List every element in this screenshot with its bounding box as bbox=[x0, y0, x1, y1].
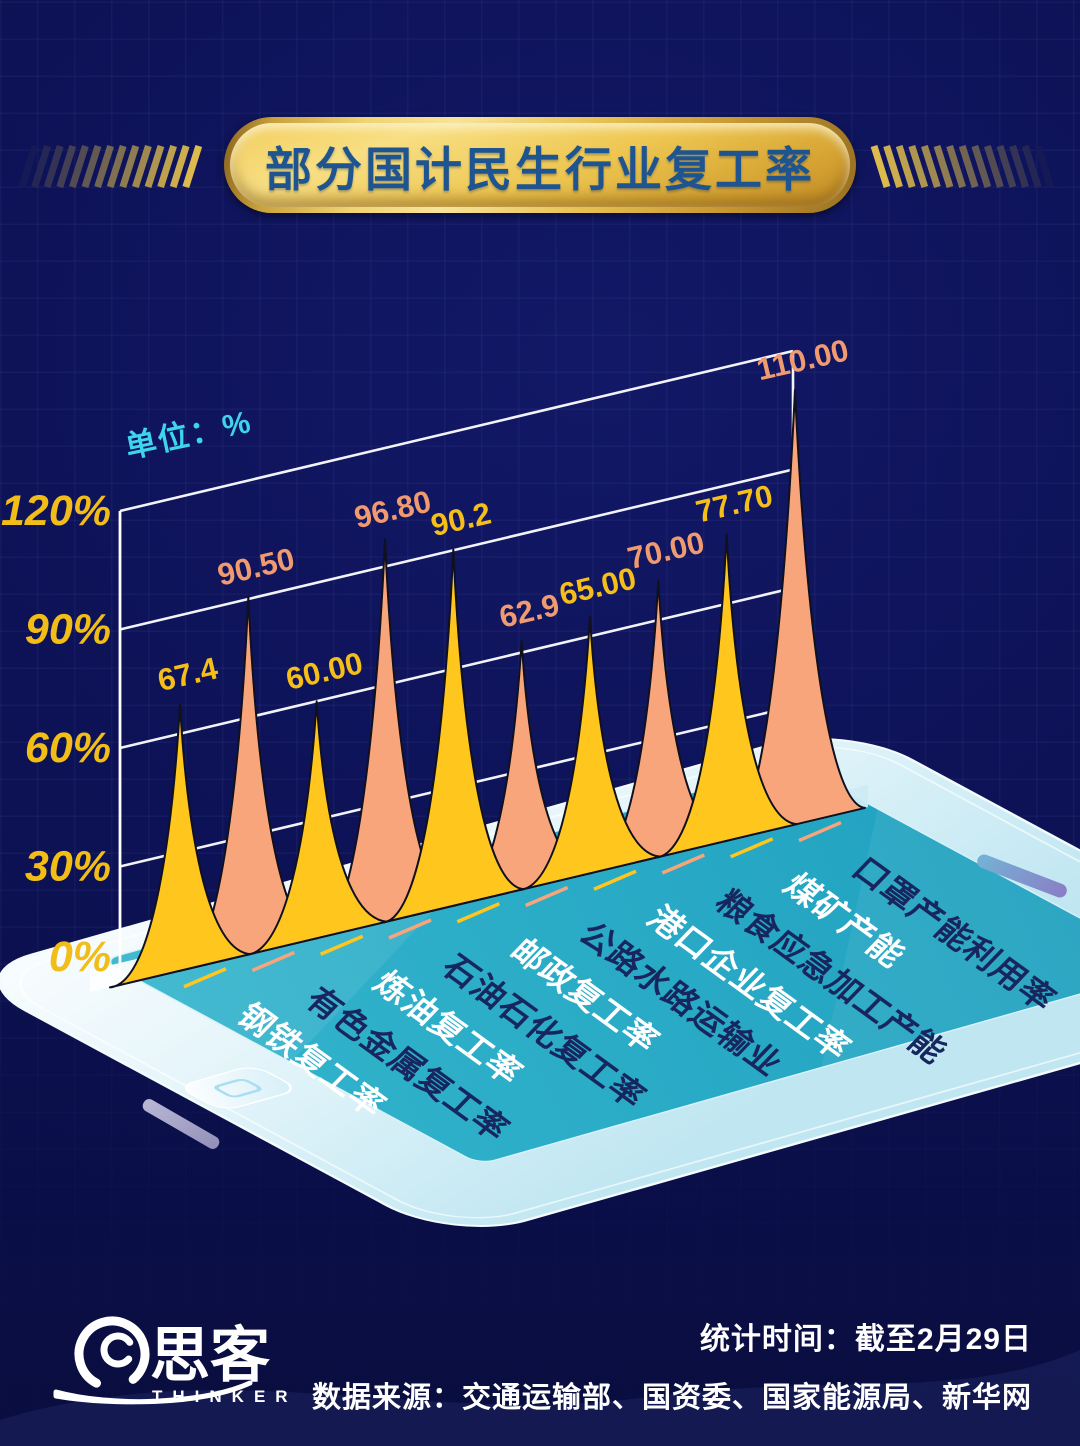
home-button[interactable] bbox=[177, 1065, 300, 1112]
slash bbox=[119, 144, 140, 189]
ytick-60: 60% bbox=[25, 724, 111, 772]
spike-6 bbox=[518, 615, 661, 891]
value-label-0: 67.4 bbox=[154, 650, 221, 698]
slash bbox=[883, 144, 903, 189]
category-tick-6 bbox=[593, 869, 637, 891]
ytick-120: 120% bbox=[1, 487, 111, 535]
title-badge: 部分国计民生行业复工率 bbox=[224, 117, 856, 213]
category-tick-8 bbox=[729, 837, 774, 859]
slash bbox=[69, 144, 89, 189]
chart-spikes bbox=[109, 389, 866, 989]
spike-9 bbox=[723, 389, 866, 843]
title-slashes-right bbox=[870, 144, 1055, 189]
gridline-90 bbox=[119, 468, 794, 631]
title-badge-face: 部分国计民生行业复工率 bbox=[230, 123, 850, 207]
ytick-30: 30% bbox=[25, 843, 111, 891]
value-label-1: 90.50 bbox=[214, 541, 297, 593]
slash bbox=[1034, 144, 1055, 189]
slash bbox=[18, 144, 39, 189]
side-slot bbox=[142, 1099, 220, 1149]
slash bbox=[56, 144, 77, 189]
ytick-90: 90% bbox=[25, 606, 111, 654]
unit-label: 单位：% bbox=[122, 404, 255, 465]
slash bbox=[43, 144, 64, 189]
category-tick-5 bbox=[524, 885, 569, 908]
brand-en: THINKER bbox=[152, 1387, 298, 1406]
logo-swirl-outer bbox=[74, 1316, 150, 1392]
slash bbox=[1009, 144, 1029, 189]
slash bbox=[971, 144, 992, 189]
slash bbox=[106, 144, 127, 189]
slash bbox=[157, 144, 177, 189]
value-label-6: 65.00 bbox=[556, 561, 639, 613]
gridline-120 bbox=[119, 349, 794, 513]
slash bbox=[996, 144, 1017, 189]
value-labels: 67.4 90.50 60.00 96.8090.262.965.0070.0077.… bbox=[154, 332, 852, 698]
category-tick-0 bbox=[183, 967, 227, 989]
home-button-icon bbox=[214, 1078, 262, 1098]
category-tick-4 bbox=[456, 902, 501, 924]
y-axis-labels: 0% 30% 60% 90% 120% bbox=[1, 487, 111, 981]
logo-swirl-inner bbox=[100, 1332, 136, 1368]
slash bbox=[144, 144, 165, 189]
value-label-4: 90.2 bbox=[428, 495, 495, 543]
slash bbox=[31, 144, 51, 189]
slash bbox=[94, 144, 114, 189]
slash bbox=[895, 144, 916, 189]
slash bbox=[169, 144, 190, 189]
category-tick-2 bbox=[319, 934, 364, 956]
title-slashes-left bbox=[18, 144, 203, 189]
camera-slot bbox=[977, 854, 1067, 898]
spike-8 bbox=[655, 532, 798, 859]
slash bbox=[870, 144, 891, 189]
slash bbox=[921, 144, 941, 189]
slash bbox=[946, 144, 966, 189]
spike-2 bbox=[245, 700, 388, 956]
value-label-7: 70.00 bbox=[624, 525, 707, 577]
category-tick-9 bbox=[798, 820, 842, 843]
slash bbox=[81, 144, 102, 189]
value-label-8: 77.70 bbox=[693, 478, 776, 530]
brand-cn: 思客 bbox=[150, 1322, 270, 1389]
category-tick-1 bbox=[251, 950, 296, 973]
spike-0 bbox=[109, 703, 251, 989]
page-title: 部分国计民生行业复工率 bbox=[265, 142, 815, 196]
slash bbox=[933, 144, 954, 189]
slash bbox=[984, 144, 1004, 189]
value-label-2: 60.00 bbox=[283, 645, 366, 697]
spike-4 bbox=[382, 548, 525, 924]
logo-brush-underline bbox=[53, 1380, 253, 1405]
footer-wave bbox=[0, 1350, 1080, 1446]
screen-highlight-right bbox=[821, 808, 1080, 1068]
data-source: 数据来源：交通运输部、国资委、国家能源局、新华网 bbox=[311, 1382, 1032, 1414]
value-label-5: 62.9 bbox=[496, 587, 563, 635]
slash bbox=[132, 144, 152, 189]
ytick-0: 0% bbox=[49, 933, 111, 981]
value-label-3: 96.80 bbox=[351, 484, 434, 536]
slash bbox=[958, 144, 979, 189]
value-label-9: 110.00 bbox=[753, 332, 852, 387]
thinker-logo: 思客 THINKER bbox=[53, 1316, 298, 1406]
stat-time: 统计时间：截至2月29日 bbox=[699, 1323, 1032, 1356]
category-tick-3 bbox=[388, 918, 432, 940]
slash bbox=[182, 144, 203, 189]
category-tick-7 bbox=[661, 853, 705, 875]
slash bbox=[908, 144, 929, 189]
slash bbox=[1021, 144, 1042, 189]
